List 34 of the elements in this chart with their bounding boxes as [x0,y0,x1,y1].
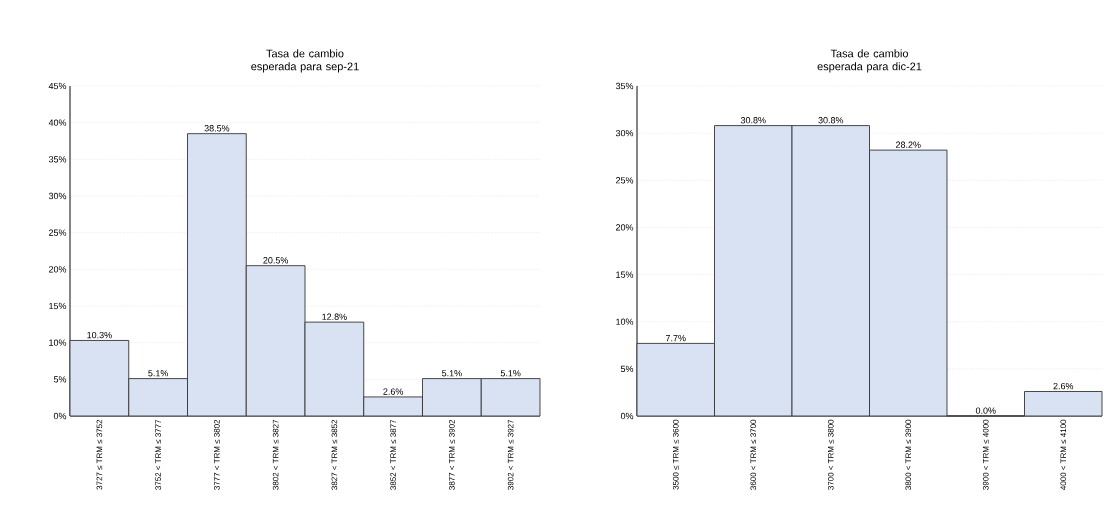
y-tick-label: 35% [48,156,67,163]
chart-title: Tasa de cambio esperada para sep-21 [251,49,359,73]
data-label: 20.5% [263,257,289,264]
y-tick-label: 40% [48,119,67,126]
data-label: 5.1% [148,370,169,377]
y-tick-label: 20% [48,266,67,273]
y-tick-label: 25% [48,229,67,236]
data-label: 12.8% [322,313,347,320]
y-tick-label: 45% [48,82,67,90]
y-tick-label: 5% [53,376,67,383]
y-tick-label: 0% [620,412,634,420]
y-tick-label: 15% [616,271,634,278]
chart-title: Tasa de cambio esperada para dic-21 [817,49,922,73]
data-label: 28.2% [896,141,921,148]
y-tick-label: 25% [616,177,634,184]
data-label: 10.3% [87,331,112,339]
y-tick-label: 30% [48,192,67,200]
data-label: 7.7% [665,334,686,342]
y-tick-label: 30% [615,129,634,137]
data-label: 5.1% [442,370,462,377]
data-label: 38.5% [204,125,230,132]
data-label: 30.8% [740,117,766,124]
data-label: 0.0% [975,407,996,414]
y-tick-label: 20% [616,224,634,231]
data-label: 2.6% [383,388,404,395]
data-label: 5.1% [500,370,521,377]
y-tick-label: 0% [53,412,67,420]
data-label: 30.8% [818,117,844,124]
y-tick-label: 10% [49,339,67,346]
y-tick-label: 5% [620,365,634,373]
y-tick-label: 10% [616,318,634,325]
y-tick-label: 15% [49,302,67,310]
data-label: 2.6% [1053,382,1074,390]
y-tick-label: 35% [615,82,634,90]
